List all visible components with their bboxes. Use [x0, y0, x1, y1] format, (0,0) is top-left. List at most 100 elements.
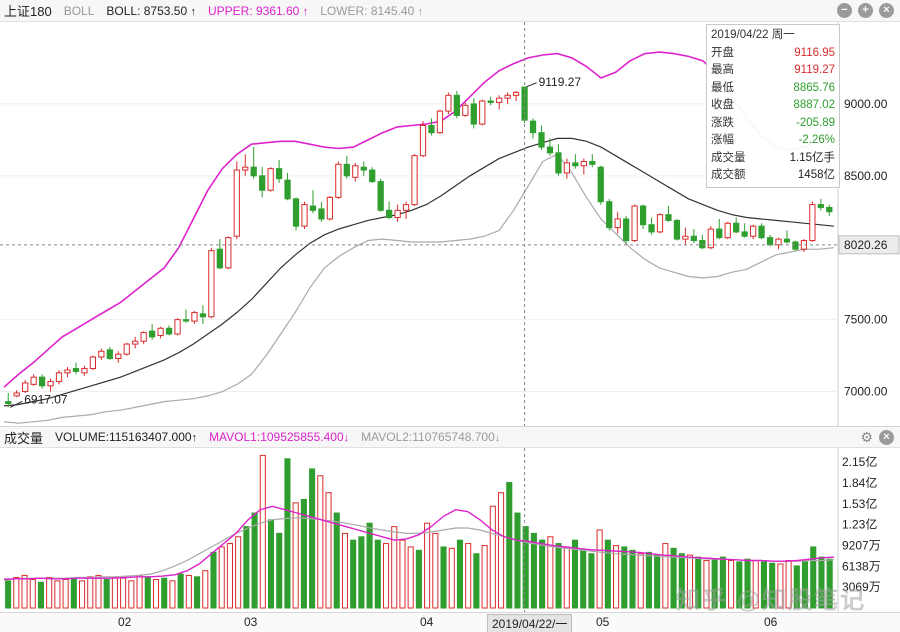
candle-body [165, 327, 173, 335]
volume-bar [481, 545, 488, 609]
candle-body [631, 205, 638, 242]
price-tick-label: 7500.00 [844, 313, 888, 327]
volume-bar [210, 551, 217, 609]
volume-bar [87, 576, 94, 609]
volume-bar [399, 539, 406, 609]
candle-body [199, 313, 207, 318]
price-tick-label: 9000.00 [844, 97, 888, 111]
volume-bar [235, 536, 242, 609]
volume-tick-label: 6138万 [842, 559, 881, 573]
candle-body [352, 165, 359, 178]
close-icon[interactable]: × [879, 430, 894, 445]
tooltip-label: 最高 [711, 64, 734, 76]
candle-body [597, 166, 604, 203]
tooltip-row: 涨幅 -2.26% [711, 132, 835, 150]
candle-body [462, 104, 469, 116]
tooltip-label: 收盘 [711, 99, 734, 111]
middle-band-line [3, 137, 835, 407]
plus-icon[interactable]: + [858, 3, 873, 18]
candle-body [250, 166, 257, 177]
candle-body [656, 214, 664, 233]
volume-bar [259, 454, 266, 609]
candle-body [132, 340, 139, 345]
volume-bar [202, 570, 209, 609]
candle-body [733, 222, 740, 233]
upper-band-line [3, 51, 835, 388]
volume-bar [177, 573, 184, 609]
volume-bar [818, 556, 825, 609]
volume-bar [128, 580, 135, 609]
volume-bar [13, 576, 20, 609]
low-annotation: 6917.07 [24, 392, 68, 406]
candle-body [572, 162, 579, 167]
tooltip-row: 成交额 1458亿 [711, 167, 835, 185]
candle-body [470, 103, 477, 125]
volume-bar [810, 546, 817, 609]
candle-body [123, 343, 130, 355]
volume-bar [728, 560, 735, 609]
volume-bar [440, 546, 447, 609]
candle-body [504, 94, 511, 99]
candle-body [182, 319, 190, 322]
mavol2-value: MAVOL2:110765748.700↓ [361, 430, 501, 444]
volume-bar [801, 561, 809, 609]
candle-body [191, 311, 198, 322]
minus-icon[interactable]: − [837, 3, 852, 18]
volume-bar [62, 579, 69, 609]
volume-bar [5, 580, 12, 609]
close-icon[interactable]: × [879, 3, 894, 18]
price-tick-label: 8020.26 [844, 238, 888, 252]
candle-body [318, 208, 325, 220]
candle-body [690, 235, 697, 242]
tooltip-label: 涨跌 [711, 116, 734, 129]
candle-body [563, 162, 571, 174]
volume-bar [29, 579, 36, 609]
volume-bar [530, 532, 537, 609]
volume-bar [670, 547, 677, 609]
tooltip-value: 9119.27 [794, 64, 835, 76]
candle-body [749, 225, 757, 237]
candle-body [326, 196, 334, 220]
tooltip-label: 涨幅 [711, 134, 734, 146]
candle-body [428, 124, 435, 134]
volume-bar [79, 580, 86, 609]
candle-body [47, 380, 54, 387]
volume-bar [456, 539, 464, 609]
candle-body [55, 372, 63, 382]
candle-body [512, 91, 520, 96]
high-annotation: 9119.27 [539, 75, 582, 89]
volume-bar [522, 526, 529, 609]
price-chart[interactable]: 9119.27 6917.07 9000.00 8500.00 8020.26 7500.… [0, 22, 900, 426]
candle-body [216, 248, 223, 269]
candle-body [623, 218, 630, 242]
lower-band-line [3, 153, 835, 424]
month-label: 06 [764, 615, 778, 629]
volume-bar [300, 498, 307, 609]
mavol1-line [3, 505, 835, 581]
candle-body [792, 241, 799, 250]
tooltip-value: -2.26% [798, 134, 835, 146]
candle-body [775, 238, 782, 246]
volume-bar [662, 543, 669, 609]
indicator-name[interactable]: BOLL [63, 3, 95, 18]
volume-chart[interactable]: 2.15亿 1.84亿 1.53亿 1.23亿 9207万 6138万 3069万 [0, 448, 900, 612]
volume-bar [111, 576, 118, 609]
mavol1-value: MAVOL1:109525855.400↓ [209, 430, 350, 444]
volume-bar [382, 543, 390, 609]
volume-bar [514, 512, 521, 609]
candle-body [5, 401, 12, 404]
candle-body [292, 198, 300, 227]
volume-bar [218, 546, 225, 609]
candle-body [546, 146, 554, 154]
candle-body [72, 368, 80, 372]
tooltip-row: 成交量 1.15亿手 [711, 150, 835, 168]
tooltip-value: 9116.95 [794, 46, 835, 59]
candle-body [343, 163, 350, 177]
candle-body [724, 222, 731, 239]
gear-icon[interactable]: ⚙ [860, 429, 873, 445]
volume-bar [489, 505, 496, 609]
candle-body [394, 209, 401, 219]
volume-bar [588, 553, 595, 609]
candle-body [826, 206, 833, 213]
price-tick-label: 7000.00 [844, 385, 888, 399]
